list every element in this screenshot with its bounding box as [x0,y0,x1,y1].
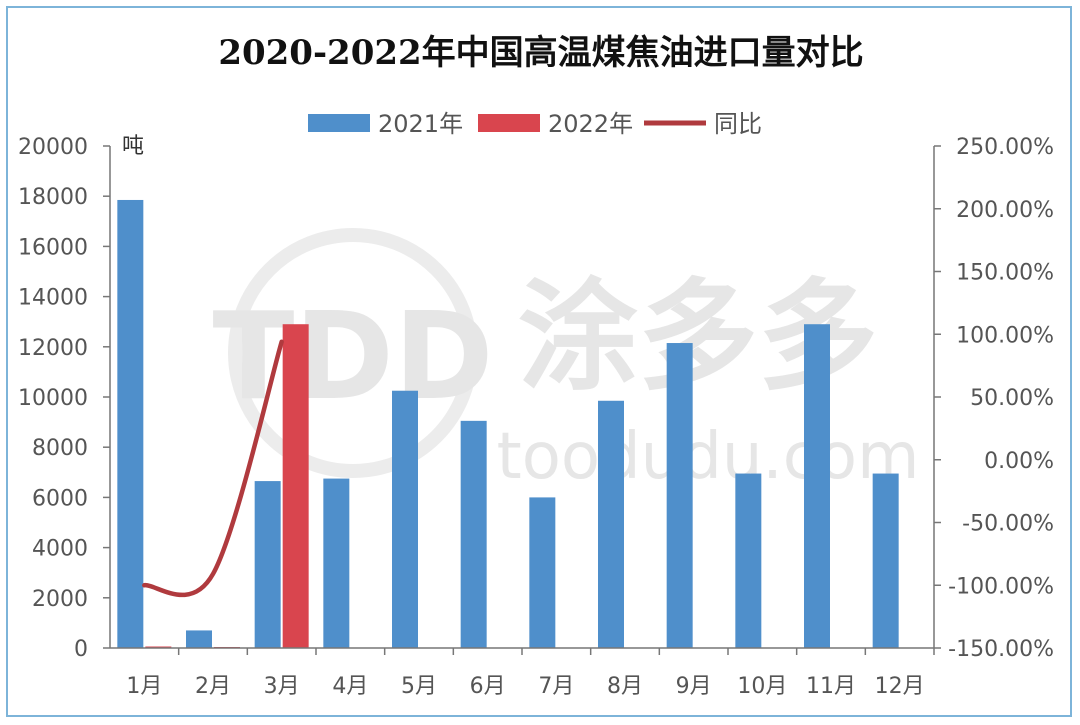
axis-lines [109,146,935,649]
legend: 2021年 2022年 同比 [308,110,762,138]
x-tick-label: 1月 [126,674,162,699]
bar-2022年-3月 [282,324,309,648]
bar-2021年-10月 [735,473,762,648]
left-tick-label: 18000 [18,185,88,210]
left-tick-label: 16000 [18,235,88,260]
left-tick-label: 14000 [18,286,88,311]
right-tick-label: 250.00% [956,135,1054,160]
left-tick-label: 6000 [32,486,88,511]
left-tick-label: 4000 [32,537,88,562]
line-同比 [142,339,284,598]
right-tick-label: -50.00% [962,512,1054,537]
x-tick-label: 4月 [332,674,368,699]
bar-2021年-8月 [598,400,624,648]
right-tick-label: 150.00% [956,261,1054,286]
left-tick-label: 10000 [18,386,88,411]
right-axis: -150.00% -100.00% -50.00% 0.00% 50.00% 100.00… [934,135,1054,662]
bar-2021年-3月 [254,481,281,648]
bar-2021年-11月 [804,324,830,648]
legend-label-同比: 同比 [714,110,762,138]
bar-2021年-4月 [323,478,350,648]
right-tick-label: -100.00% [948,574,1054,599]
yoy-line [142,339,284,598]
x-tick-label: 12月 [875,674,925,699]
left-axis-unit: 吨 [122,134,144,159]
x-tick-label: 11月 [806,674,856,699]
right-tick-label: 100.00% [956,323,1054,348]
watermark-logo-text: TDD [212,288,493,427]
watermark-logo-ring [228,228,478,478]
x-tick-label: 7月 [538,674,574,699]
bar-2021年-2月 [186,630,212,648]
watermark-url: toodudu.com [497,420,920,494]
bar-2021年-7月 [529,497,556,648]
right-tick-label: 200.00% [956,198,1054,223]
left-tick-label: 2000 [32,587,88,612]
right-tick-label: 50.00% [970,386,1054,411]
left-tick-label: 12000 [18,336,88,361]
left-tick-label: 8000 [32,436,88,461]
left-tick-label: 0 [74,637,88,662]
bar-2021年-5月 [392,390,418,648]
bar-2021年-1月 [117,199,144,648]
bar-2021年-9月 [666,343,693,648]
watermark: TDD 涂多多 toodudu.com [212,228,920,494]
x-tick-label: 9月 [676,674,712,699]
chart-canvas: TDD 涂多多 toodudu.com 2020-2022年中国高温煤焦油进口量… [18,33,1054,699]
legend-swatch-2022年 [478,114,540,132]
bar-2021年-6月 [460,420,487,648]
right-tick-label: 0.00% [984,449,1054,474]
chart-frame: TDD 涂多多 toodudu.com 2020-2022年中国高温煤焦油进口量… [6,6,1072,717]
x-tick-label: 2月 [195,674,231,699]
legend-label-2022年: 2022年 [548,110,633,138]
right-tick-label: -150.00% [948,637,1054,662]
x-tick-label: 8月 [607,674,643,699]
legend-label-2021年: 2021年 [378,110,463,138]
legend-swatch-2021年 [308,114,370,132]
chart-title: 2020-2022年中国高温煤焦油进口量对比 [218,33,863,73]
x-tick-label: 6月 [470,674,506,699]
left-axis: 0 2000 4000 6000 8000 10000 12000 14000 16000 180… [18,135,110,662]
bar-2021年-12月 [872,473,899,648]
x-tick-label: 10月 [737,674,787,699]
x-tick-label: 3月 [264,674,300,699]
bars [117,199,899,648]
bar-2022年-1月 [145,646,172,648]
x-axis: 1月 2月 3月 4月 5月 6月 7月 8月 9月 10月 11月 12月 [126,648,935,699]
x-tick-label: 5月 [401,674,437,699]
left-tick-label: 20000 [18,135,88,160]
